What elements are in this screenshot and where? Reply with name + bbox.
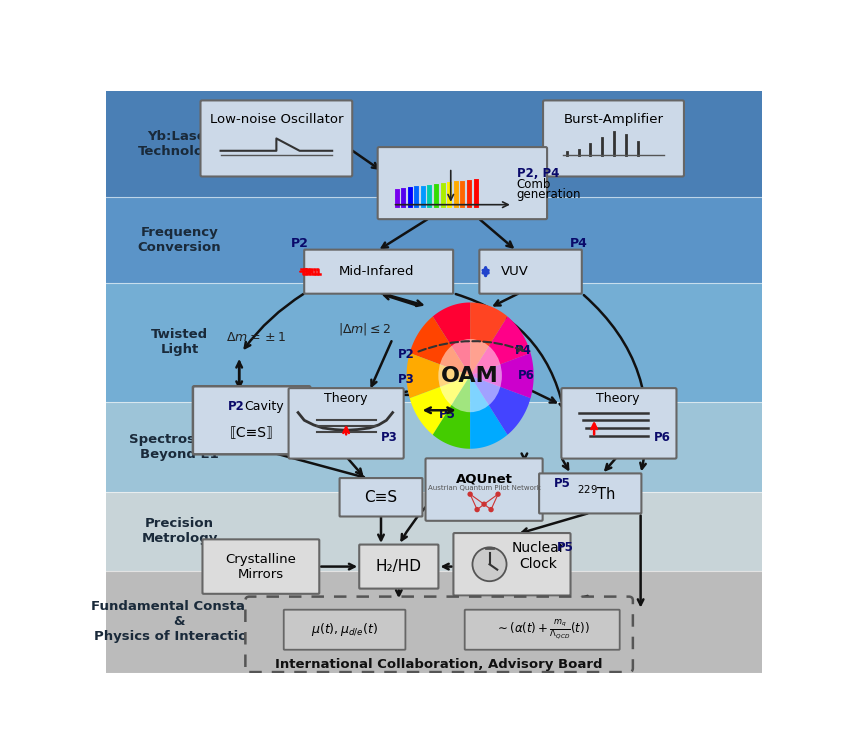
FancyBboxPatch shape [289, 388, 404, 459]
Text: ⟦C≡S⟧: ⟦C≡S⟧ [230, 426, 274, 440]
FancyBboxPatch shape [453, 533, 571, 596]
FancyBboxPatch shape [465, 609, 620, 649]
FancyBboxPatch shape [425, 458, 543, 521]
FancyBboxPatch shape [543, 101, 684, 176]
Bar [106, 402, 762, 492]
Text: $^{229}$Th: $^{229}$Th [577, 484, 616, 503]
FancyBboxPatch shape [340, 478, 423, 516]
Text: VUV: VUV [501, 265, 529, 278]
FancyBboxPatch shape [304, 249, 453, 293]
Text: Frequency
Conversion: Frequency Conversion [138, 226, 221, 254]
Text: Spectroscopy
Beyond E1: Spectroscopy Beyond E1 [129, 433, 230, 461]
Text: $\Delta m=\pm 1$: $\Delta m=\pm 1$ [226, 330, 286, 344]
Text: generation: generation [517, 188, 581, 201]
Bar [106, 571, 762, 673]
Text: Low-noise Oscillator: Low-noise Oscillator [209, 113, 343, 126]
FancyBboxPatch shape [359, 544, 439, 589]
FancyBboxPatch shape [562, 388, 677, 459]
FancyBboxPatch shape [246, 596, 633, 672]
Text: P6: P6 [518, 369, 534, 382]
Text: P2: P2 [228, 400, 244, 413]
Text: Fundamental Constants
&
Physics of Interactions: Fundamental Constants & Physics of Inter… [91, 600, 268, 643]
Text: H₂/HD: H₂/HD [376, 559, 422, 574]
Text: Austrian Quantum Pilot Network: Austrian Quantum Pilot Network [428, 485, 540, 491]
Text: P4: P4 [570, 237, 588, 249]
Polygon shape [433, 302, 470, 376]
FancyBboxPatch shape [284, 609, 406, 649]
Polygon shape [407, 353, 470, 398]
Text: $\sim(\alpha(t) + \frac{m_q}{\Lambda_{QCD}}(t))$: $\sim(\alpha(t) + \frac{m_q}{\Lambda_{QC… [495, 618, 590, 642]
Polygon shape [470, 353, 534, 398]
Ellipse shape [439, 339, 502, 412]
Text: Precision
Metrology: Precision Metrology [141, 517, 218, 545]
Text: P5: P5 [557, 541, 573, 554]
Text: Twisted
Light: Twisted Light [151, 328, 208, 356]
Circle shape [481, 501, 487, 507]
Text: OAM: OAM [441, 366, 499, 386]
Text: P2: P2 [291, 237, 308, 249]
Text: Comb: Comb [517, 178, 551, 191]
Text: Theory: Theory [595, 392, 639, 405]
Text: P2, P4: P2, P4 [517, 167, 559, 181]
Text: Nuclear
Clock: Nuclear Clock [512, 541, 565, 571]
Circle shape [489, 507, 494, 513]
FancyBboxPatch shape [202, 539, 319, 593]
Text: AQUnet: AQUnet [456, 472, 512, 485]
Text: C≡S: C≡S [364, 490, 397, 505]
Text: Crystalline
Mirrors: Crystalline Mirrors [225, 553, 296, 581]
Polygon shape [470, 317, 530, 376]
Polygon shape [410, 376, 470, 435]
Text: $|\Delta m|\leq 2$: $|\Delta m|\leq 2$ [338, 321, 391, 337]
Circle shape [474, 507, 479, 513]
Bar [106, 91, 762, 197]
Text: P6: P6 [654, 431, 671, 444]
Bar [106, 492, 762, 571]
Polygon shape [470, 376, 507, 449]
Text: P5: P5 [554, 477, 571, 490]
Bar [106, 283, 762, 402]
Polygon shape [470, 376, 530, 435]
FancyBboxPatch shape [193, 386, 310, 454]
Bar [106, 197, 762, 283]
Text: $\mu(t), \mu_{d/e}(t)$: $\mu(t), \mu_{d/e}(t)$ [311, 621, 378, 638]
Text: Yb:Laser
Technology: Yb:Laser Technology [137, 130, 222, 158]
Text: P4: P4 [514, 345, 531, 358]
Text: P3: P3 [380, 431, 397, 444]
Circle shape [495, 491, 501, 497]
Polygon shape [410, 317, 470, 376]
FancyBboxPatch shape [539, 473, 641, 513]
FancyBboxPatch shape [378, 147, 547, 219]
Text: P2: P2 [398, 348, 415, 361]
Text: Cavity: Cavity [244, 400, 284, 413]
FancyBboxPatch shape [479, 249, 582, 293]
Text: International Collaboration, Advisory Board: International Collaboration, Advisory Bo… [275, 658, 603, 671]
Circle shape [468, 491, 473, 497]
Text: Theory: Theory [324, 392, 368, 405]
Circle shape [473, 547, 507, 581]
Text: P3: P3 [398, 373, 415, 386]
Text: P5: P5 [439, 407, 456, 420]
FancyBboxPatch shape [201, 101, 352, 176]
Polygon shape [433, 376, 470, 449]
Text: Mid-Infared: Mid-Infared [338, 265, 414, 278]
Polygon shape [470, 302, 507, 376]
Text: Burst-Amplifier: Burst-Amplifier [563, 113, 663, 126]
